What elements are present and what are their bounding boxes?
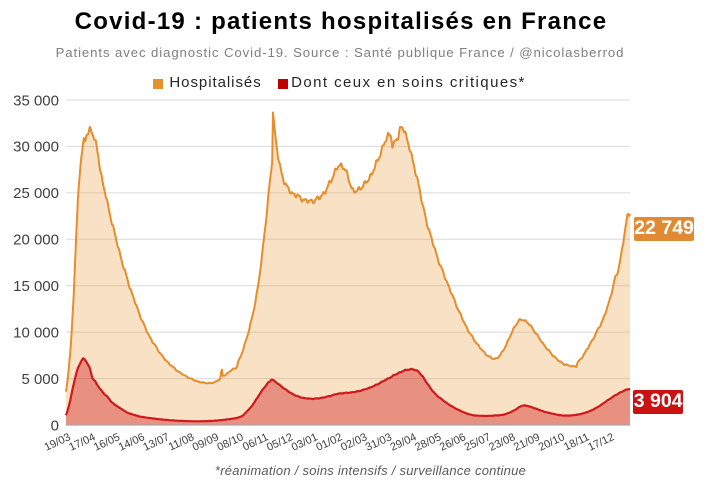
svg-text:0: 0 (51, 417, 59, 434)
svg-text:5 000: 5 000 (21, 371, 59, 388)
svg-text:25 000: 25 000 (13, 185, 59, 202)
svg-text:35 000: 35 000 (13, 92, 59, 109)
svg-text:17/12: 17/12 (586, 431, 616, 454)
svg-text:10 000: 10 000 (13, 324, 59, 341)
svg-text:15 000: 15 000 (13, 278, 59, 295)
svg-text:30 000: 30 000 (13, 139, 59, 156)
svg-text:20 000: 20 000 (13, 232, 59, 249)
